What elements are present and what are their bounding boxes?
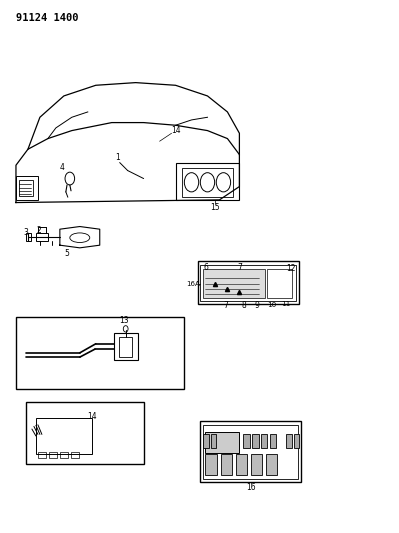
Bar xyxy=(266,454,277,475)
Bar xyxy=(16,317,184,389)
Bar xyxy=(203,434,209,448)
Text: 9: 9 xyxy=(255,301,260,310)
Bar xyxy=(49,452,57,458)
Text: 6: 6 xyxy=(203,263,208,272)
Text: 7: 7 xyxy=(223,301,228,310)
Bar xyxy=(26,233,31,241)
Bar xyxy=(119,337,132,357)
Bar xyxy=(16,176,38,200)
Text: 16: 16 xyxy=(246,483,255,492)
Bar xyxy=(205,432,239,453)
Text: 3: 3 xyxy=(24,228,28,237)
Bar xyxy=(286,434,292,448)
Bar xyxy=(36,418,92,454)
Bar xyxy=(60,452,68,458)
Text: 14: 14 xyxy=(171,126,180,135)
Bar xyxy=(294,434,299,448)
Text: 5: 5 xyxy=(65,249,69,258)
Bar xyxy=(270,434,276,448)
Text: 12: 12 xyxy=(286,264,296,272)
Bar xyxy=(203,425,298,479)
Bar xyxy=(251,454,262,475)
Bar xyxy=(198,261,299,304)
Text: 4: 4 xyxy=(59,164,64,172)
Bar xyxy=(26,402,144,464)
Text: 11: 11 xyxy=(280,301,290,307)
Bar xyxy=(252,434,259,448)
Text: 15: 15 xyxy=(211,204,220,212)
Text: 2: 2 xyxy=(36,226,41,235)
Text: 10: 10 xyxy=(267,302,276,309)
Bar xyxy=(261,434,267,448)
Text: 16A: 16A xyxy=(186,280,200,287)
Bar xyxy=(267,269,292,298)
Bar xyxy=(221,454,232,475)
Bar xyxy=(205,454,217,475)
Bar xyxy=(200,421,301,482)
Text: 91124 1400: 91124 1400 xyxy=(16,13,79,23)
Bar xyxy=(243,434,250,448)
Bar xyxy=(71,452,79,458)
Bar xyxy=(203,269,265,298)
Text: 14: 14 xyxy=(87,413,97,421)
Text: 1: 1 xyxy=(115,153,120,161)
Text: 8: 8 xyxy=(241,301,246,310)
Bar xyxy=(38,452,46,458)
Bar xyxy=(176,163,239,200)
Bar xyxy=(236,454,247,475)
Bar xyxy=(182,168,233,197)
Bar xyxy=(114,333,138,360)
Text: 13: 13 xyxy=(119,317,128,325)
Bar xyxy=(200,265,296,301)
Bar xyxy=(36,233,48,241)
Bar xyxy=(211,434,216,448)
Text: 7: 7 xyxy=(237,263,242,272)
Bar xyxy=(19,180,33,196)
